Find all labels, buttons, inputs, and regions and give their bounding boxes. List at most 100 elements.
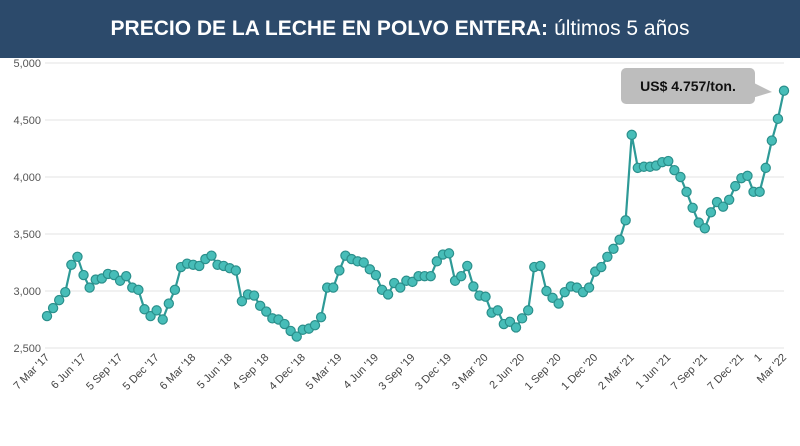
- data-point: [194, 260, 205, 272]
- data-point: [772, 113, 784, 125]
- data-point: [443, 248, 455, 259]
- x-tick-label: 7 Mar '17: [11, 352, 52, 393]
- callout-text: US$ 4.757/ton.: [640, 78, 736, 94]
- data-point: [754, 186, 765, 198]
- y-tick-label: 4,500: [13, 115, 41, 127]
- data-point: [608, 243, 619, 255]
- data-point: [614, 234, 625, 245]
- data-point: [157, 314, 168, 325]
- data-point: [723, 194, 735, 205]
- x-tick-label: 4 Dec '18: [267, 352, 308, 393]
- data-point: [522, 305, 534, 316]
- data-point: [84, 282, 95, 293]
- x-tick-label: 4 Sep '18: [230, 352, 271, 393]
- data-point: [516, 313, 528, 324]
- x-tick-label: 1 Sep '20: [523, 352, 564, 393]
- data-point: [455, 270, 467, 282]
- data-point: [66, 259, 77, 270]
- data-point: [675, 171, 686, 183]
- data-point: [315, 312, 327, 323]
- chart-title-banner: PRECIO DE LA LECHE EN POLVO ENTERA: últi…: [0, 0, 800, 58]
- data-point: [78, 269, 89, 281]
- data-point: [291, 331, 302, 342]
- data-point: [492, 305, 503, 316]
- data-point: [766, 135, 778, 146]
- x-tick-label: 3 Dec '19: [413, 352, 454, 393]
- data-point: [358, 257, 369, 268]
- data-point: [705, 207, 717, 218]
- data-point: [462, 260, 473, 272]
- data-point: [699, 223, 711, 234]
- x-tick-label: 6 Mar '18: [158, 352, 199, 393]
- x-tick-label: 5 Jun '18: [195, 352, 235, 392]
- data-point: [717, 201, 729, 212]
- y-tick-label: 5,000: [13, 58, 41, 70]
- data-point: [760, 162, 771, 174]
- data-point: [47, 302, 59, 314]
- x-tick-label: 1 Jun '21: [634, 352, 674, 392]
- data-point: [395, 282, 406, 293]
- x-tick-label: 7 Dec '21: [705, 352, 746, 393]
- x-axis-ticks: 7 Mar '176 Jun '175 Sep '175 Dec '176 Ma…: [11, 352, 789, 393]
- data-point: [41, 310, 53, 322]
- data-point: [133, 284, 144, 296]
- y-tick-label: 2,500: [13, 343, 41, 355]
- data-point: [53, 294, 65, 306]
- data-point: [778, 85, 790, 96]
- data-point: [60, 286, 71, 298]
- data-point: [169, 284, 181, 296]
- data-point: [151, 305, 162, 316]
- x-tick-label: 3 Mar '20: [450, 352, 491, 393]
- data-point: [261, 306, 272, 317]
- data-point: [431, 256, 443, 267]
- x-tick-label: 2 Jun '20: [487, 352, 527, 392]
- x-tick-label: 7 Sep '21: [669, 352, 710, 393]
- data-point: [163, 298, 175, 309]
- grid-lines: [45, 62, 784, 349]
- data-point: [236, 296, 248, 307]
- y-tick-label: 4,000: [13, 172, 41, 184]
- x-tick-label: 6 Jun '17: [49, 352, 89, 392]
- data-point: [626, 129, 637, 141]
- data-point: [553, 298, 564, 309]
- price-series-line: [46, 90, 786, 338]
- data-point: [206, 250, 217, 261]
- data-point: [328, 282, 339, 293]
- x-tick-label: 5 Mar '19: [304, 352, 345, 393]
- data-point: [248, 290, 260, 301]
- x-tick-label: 5 Sep '17: [84, 352, 125, 393]
- data-point: [510, 322, 522, 333]
- x-tick-label: 5 Dec '17: [121, 352, 162, 393]
- data-point: [541, 285, 552, 297]
- chart-title-bold: PRECIO DE LA LECHE EN POLVO ENTERA:: [110, 17, 549, 40]
- data-point: [120, 270, 132, 282]
- x-tick-label: 1: [752, 352, 765, 365]
- data-point: [669, 164, 680, 176]
- data-point: [620, 215, 631, 226]
- callout-box: [621, 68, 755, 104]
- y-axis-ticks: 2,500 3,000 3,500 4,000 4,500 5,000: [13, 58, 41, 355]
- x-tick-label: 3 Sep '19: [376, 352, 417, 393]
- data-point: [681, 186, 692, 198]
- x-tick-label: 4 Jun '19: [341, 352, 381, 392]
- price-series-points: [41, 85, 790, 342]
- data-point: [596, 261, 607, 273]
- data-point: [742, 170, 753, 182]
- data-point: [663, 155, 674, 167]
- data-point: [730, 180, 741, 192]
- chart-title-light: últimos 5 años: [554, 17, 690, 40]
- data-point: [230, 265, 242, 276]
- data-point: [334, 265, 345, 276]
- data-point: [480, 291, 491, 302]
- data-point: [370, 269, 382, 281]
- data-point: [279, 318, 290, 330]
- data-point: [687, 202, 698, 213]
- x-tick-label: 1 Dec '20: [559, 352, 600, 393]
- data-point: [468, 281, 479, 292]
- y-tick-label: 3,500: [13, 229, 41, 241]
- data-point: [535, 260, 546, 272]
- x-tick-label: 2 Mar '21: [596, 352, 637, 393]
- data-point: [425, 270, 436, 282]
- data-point: [309, 320, 321, 331]
